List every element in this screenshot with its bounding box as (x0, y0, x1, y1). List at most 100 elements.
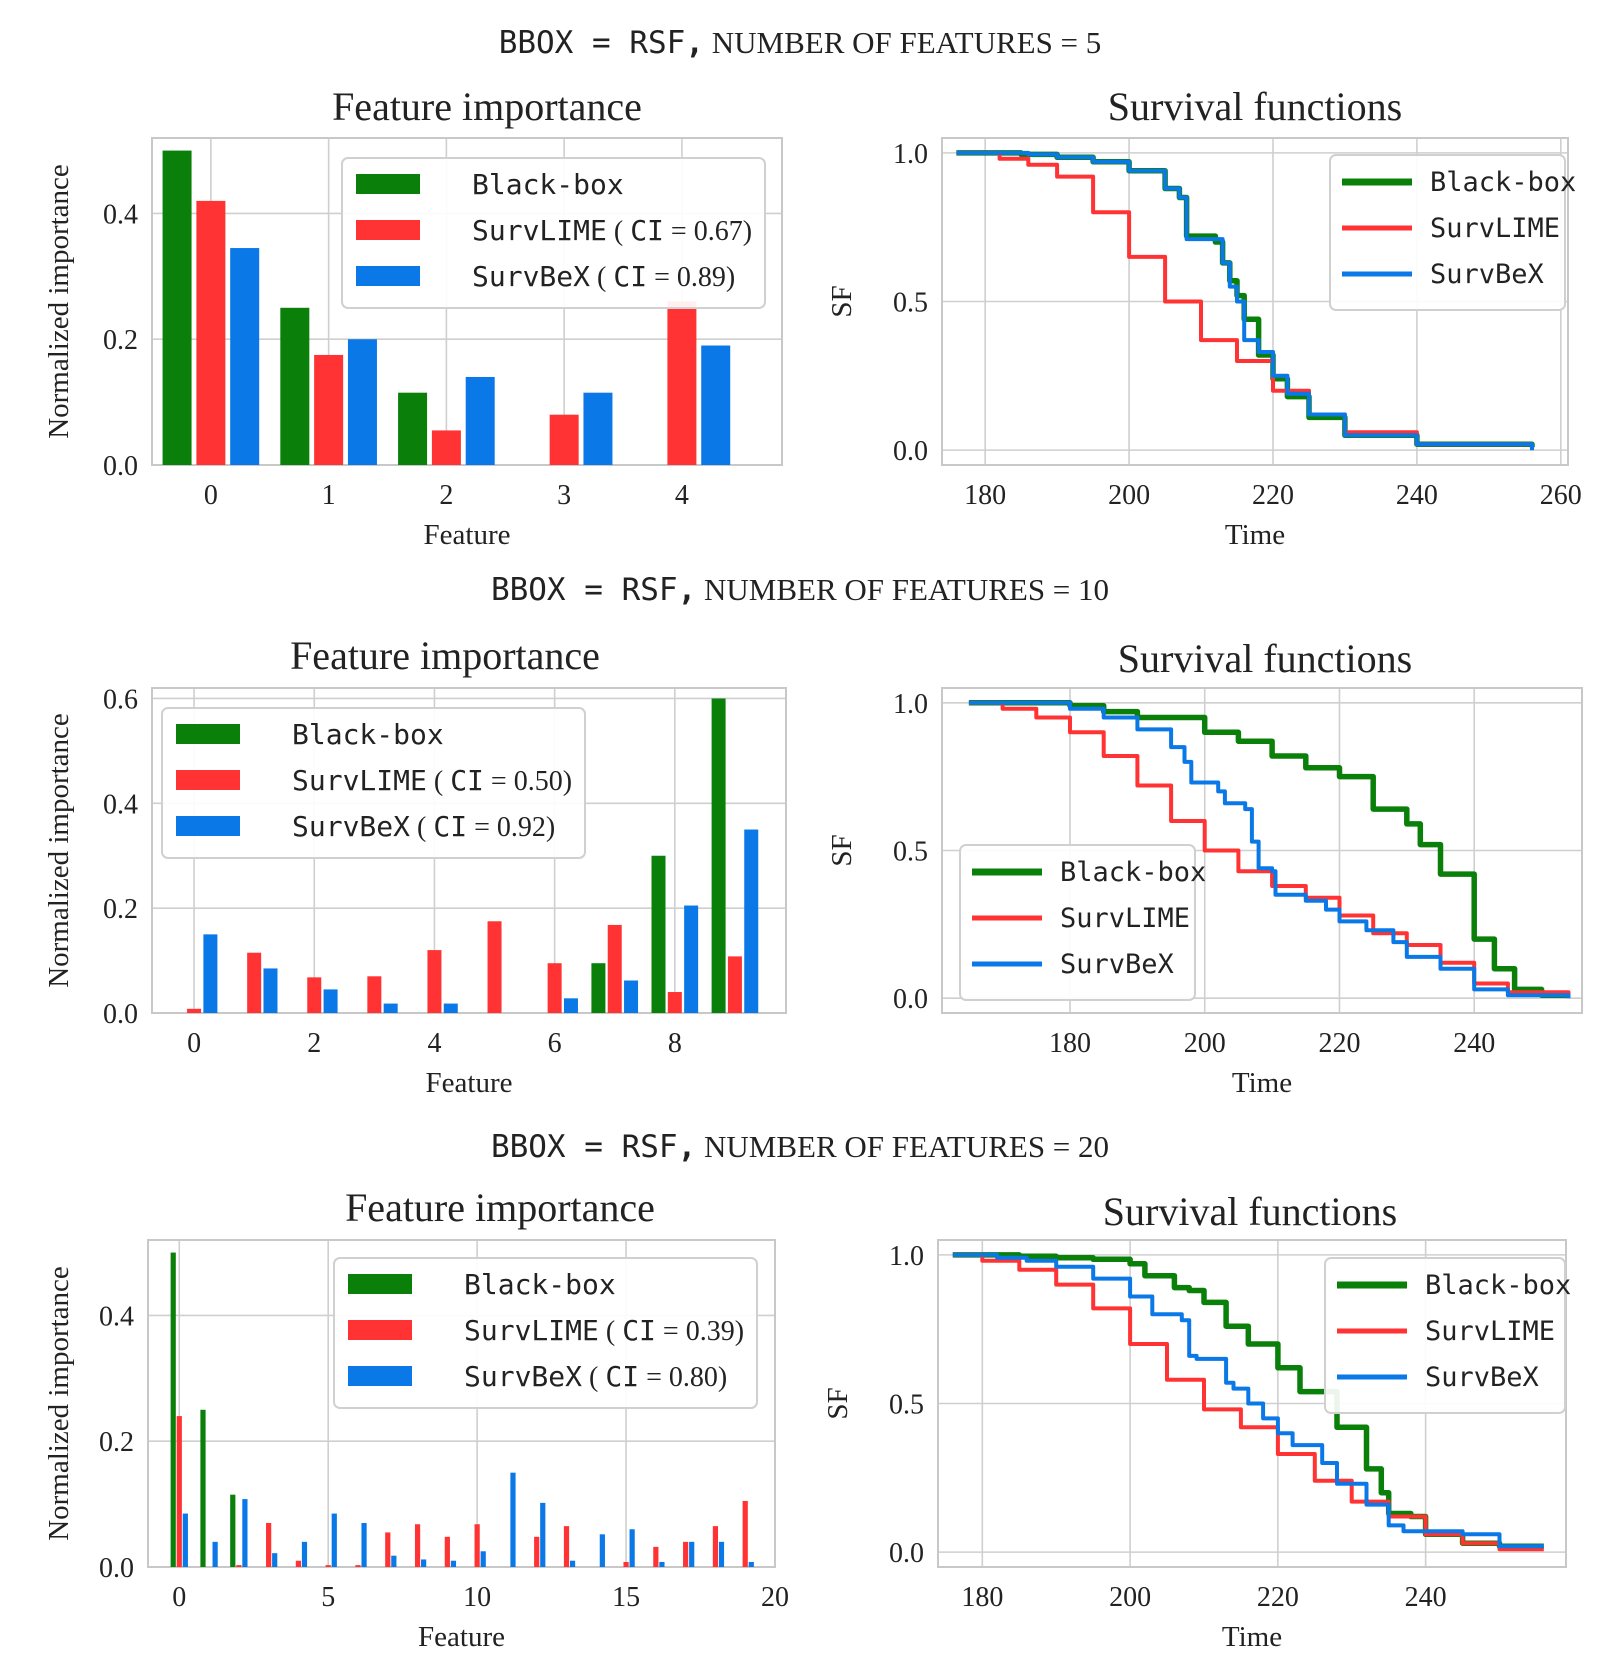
bar-black-box-feature-8 (651, 855, 666, 1013)
bar-black-box-feature-0 (170, 1252, 176, 1567)
bar-survbex-feature-0 (230, 248, 260, 465)
bar-black-box-feature-1 (280, 307, 310, 465)
bar-survbex-feature-15 (629, 1529, 635, 1567)
x-tick-label: 220 (1257, 1582, 1299, 1613)
legend-swatch-survbex (356, 266, 420, 286)
legend-swatch-survbex (348, 1366, 412, 1386)
x-tick-label: 180 (964, 480, 1006, 511)
y-tick-label: 0.2 (103, 894, 138, 925)
line-black-box (968, 700, 1569, 999)
y-axis-label: Normalized importance (43, 164, 75, 439)
bar-survbex-feature-1 (263, 968, 278, 1013)
x-axis-label: Time (1232, 1067, 1292, 1099)
bar-survlime-feature-10 (474, 1524, 480, 1567)
bar-survbex-feature-8 (421, 1559, 427, 1567)
bar-survlime-feature-1 (247, 952, 262, 1013)
x-tick-label: 1 (322, 480, 336, 511)
legend-box (959, 844, 1196, 1001)
bar-survlime-feature-5 (487, 921, 502, 1013)
x-tick-label: 240 (1453, 1028, 1495, 1059)
x-tick-label: 220 (1252, 480, 1294, 511)
y-tick-label: 0.0 (103, 451, 138, 482)
row-title-1: BBOX = RSF, NUMBER OF FEATURES = 5 (499, 25, 1102, 61)
y-tick-label: 0.5 (893, 837, 928, 868)
y-tick-label: 0.4 (103, 789, 138, 820)
bar-survlime-feature-6 (547, 963, 562, 1013)
bar-survlime-feature-15 (623, 1561, 629, 1567)
y-tick-label: 0.0 (889, 1538, 924, 1569)
legend-label-survbex: SurvBeX ( CI = 0.92) (292, 810, 555, 843)
bar-survlime-feature-2 (307, 977, 322, 1013)
bar-survlime-feature-13 (563, 1526, 570, 1567)
bar-survbex-feature-10 (480, 1551, 486, 1567)
bar-survbex-feature-3 (583, 392, 613, 465)
legend-swatch-survbex (176, 816, 240, 836)
bar-survbex-feature-0 (182, 1513, 188, 1567)
bar-survbex-feature-4 (443, 1003, 458, 1013)
feature-importance-panel-5-features: Feature importance 0 1 2 3 4 0.0 0.2 0.4 Feature N… (43, 84, 783, 551)
legend-label-survbex: SurvBeX (1430, 259, 1544, 290)
bar-survlime-feature-6 (355, 1565, 361, 1567)
bar-survbex-feature-6 (361, 1522, 367, 1567)
bar-survbex-feature-14 (599, 1534, 605, 1567)
legend-label-survbex: SurvBeX ( CI = 0.80) (464, 1360, 727, 1393)
legend-swatch-survlime (356, 220, 420, 240)
bar-survlime-feature-9 (444, 1536, 450, 1567)
bar-survbex-feature-0 (203, 934, 218, 1013)
x-axis-label: Feature (418, 1621, 505, 1653)
bar-survbex-feature-2 (465, 376, 495, 465)
x-tick-label: 240 (1405, 1582, 1447, 1613)
bar-survlime-feature-17 (683, 1541, 689, 1567)
y-axis-label: SF (826, 285, 858, 317)
x-tick-label: 0 (187, 1028, 201, 1059)
bar-survlime-feature-1 (314, 354, 344, 465)
legend-box (333, 1257, 758, 1409)
legend-label-survbex: SurvBeX (1060, 949, 1174, 980)
x-tick-label: 200 (1108, 480, 1150, 511)
legend-swatch-black-box (176, 724, 240, 744)
y-tick-label: 0.2 (103, 325, 138, 356)
bar-survbex-feature-3 (383, 1003, 398, 1013)
legend-label-survlime: SurvLIME (1060, 903, 1190, 934)
y-tick-label: 0.4 (99, 1301, 134, 1332)
y-axis-label: Normalized importance (43, 1266, 75, 1541)
legend: Black-box SurvLIME ( CI = 0.50) SurvBeX ( … (161, 707, 586, 859)
bar-survbex-feature-1 (347, 339, 377, 465)
plot-frame (147, 1239, 776, 1568)
x-tick-label: 4 (427, 1028, 441, 1059)
row-title-2: BBOX = RSF, NUMBER OF FEATURES = 10 (491, 572, 1109, 608)
x-tick-label: 2 (439, 480, 453, 511)
legend-swatch-black-box (356, 174, 420, 194)
bar-survbex-feature-7 (391, 1555, 397, 1567)
panel-title: Survival functions (1103, 1189, 1397, 1234)
legend-label-survlime: SurvLIME (1430, 213, 1560, 244)
bar-survlime-feature-3 (266, 1522, 272, 1567)
legend-label-black-box: Black-box (472, 168, 624, 201)
plot-frame (941, 687, 1583, 1014)
bar-survlime-feature-5 (325, 1565, 331, 1567)
x-axis-label: Time (1225, 519, 1285, 551)
x-tick-label: 10 (463, 1582, 491, 1613)
bar-survlime-feature-8 (414, 1524, 421, 1567)
x-tick-label: 5 (321, 1582, 335, 1613)
y-tick-label: 1.0 (893, 689, 928, 720)
bar-survbex-feature-4 (701, 345, 731, 465)
y-tick-label: 1.0 (889, 1241, 924, 1272)
feature-importance-panel-20-features: Feature importance 0 5 10 15 20 0.0 0.2 0.4 Featu… (43, 1185, 789, 1653)
line-survbex (968, 700, 1571, 999)
bar-survbex-feature-9 (450, 1560, 457, 1567)
bar-survlime-feature-2 (431, 430, 461, 465)
y-axis-label: SF (822, 1387, 854, 1419)
x-tick-label: 15 (612, 1582, 640, 1613)
bar-survbex-feature-11 (510, 1472, 516, 1567)
survival-functions-panel-10-features: Survival functions 180 200 220 240 0.0 0.5 1.0 T… (826, 636, 1583, 1099)
bar-survlime-feature-16 (653, 1546, 659, 1567)
bar-black-box-feature-7 (591, 963, 606, 1013)
legend-label-survlime: SurvLIME ( CI = 0.39) (464, 1314, 744, 1347)
legend: Black-box SurvLIME SurvBeX (1324, 1257, 1571, 1414)
x-tick-label: 200 (1109, 1582, 1151, 1613)
legend-label-black-box: Black-box (1430, 167, 1576, 198)
bar-survlime-feature-9 (727, 956, 742, 1013)
